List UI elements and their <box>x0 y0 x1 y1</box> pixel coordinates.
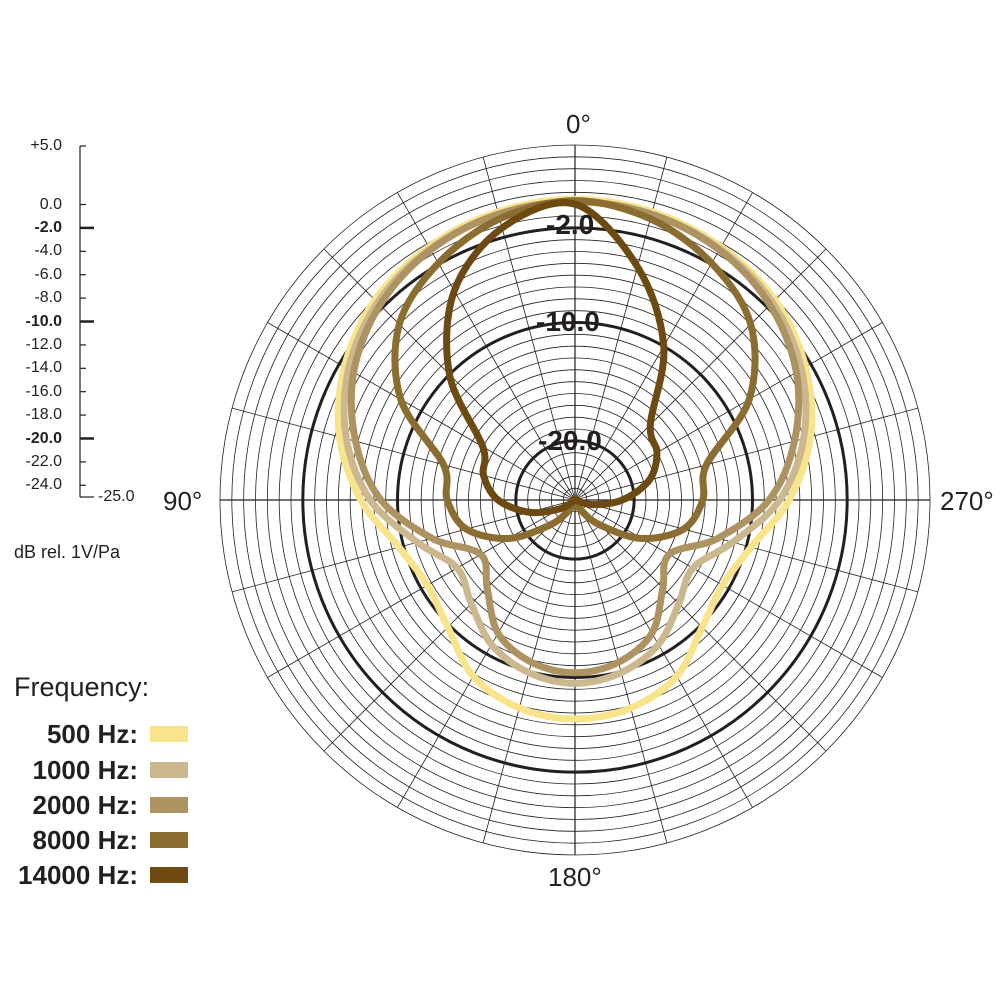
legend-label: 500 Hz: <box>46 719 138 749</box>
angle-label-90: 90° <box>163 486 203 516</box>
scale-label: -18.0 <box>25 406 62 424</box>
legend-title: Frequency: <box>14 672 150 702</box>
scale-label: 0.0 <box>39 195 62 213</box>
legend-label: 14000 Hz: <box>18 860 138 890</box>
legend-item-2000hz: 2000 Hz: <box>0 788 190 822</box>
scale-label: -22.0 <box>25 452 62 470</box>
angle-label-270: 270° <box>940 486 994 516</box>
scale-label: +5.0 <box>30 137 62 154</box>
ring-label-minus-10: -10.0 <box>536 306 600 337</box>
series-2000-hz <box>347 198 803 677</box>
grid-spoke <box>574 407 919 501</box>
polar-series-group <box>334 195 816 723</box>
scale-label: -8.0 <box>34 289 62 307</box>
legend-label: 1000 Hz: <box>32 755 139 785</box>
legend-swatch <box>150 762 188 778</box>
grid-spoke <box>574 248 827 501</box>
scale-label: -6.0 <box>34 265 62 283</box>
grid-spoke <box>574 499 753 808</box>
angle-label-0: 0° <box>566 109 591 139</box>
legend-label: 8000 Hz: <box>32 825 139 855</box>
legend-swatch <box>150 867 188 883</box>
grid-spoke <box>267 499 576 678</box>
series-1000-hz <box>340 198 810 687</box>
scale-label: -16.0 <box>25 382 62 400</box>
grid-spoke <box>397 499 576 808</box>
scale-label: -2.0 <box>34 218 62 236</box>
db-scale-axis <box>79 145 94 498</box>
scale-label: -24.0 <box>25 476 62 494</box>
scale-label: -10.0 <box>25 312 62 330</box>
legend-swatch <box>150 832 188 848</box>
legend-label: 2000 Hz: <box>32 790 139 820</box>
grid-spoke <box>231 499 576 593</box>
series-500-hz <box>334 195 816 723</box>
grid-spoke <box>574 499 919 593</box>
legend-item-8000hz: 8000 Hz: <box>0 823 190 857</box>
grid-spoke <box>574 499 883 678</box>
grid-spoke <box>267 322 576 501</box>
legend-swatch <box>150 726 188 742</box>
ring-label-minus-2: -2.0 <box>546 209 595 240</box>
series-14000-hz <box>443 199 668 517</box>
db-unit-label: dB rel. 1V/Pa <box>14 542 121 562</box>
scale-label: -4.0 <box>34 242 62 260</box>
legend-swatch <box>150 797 188 813</box>
angle-label-180: 180° <box>548 862 602 892</box>
grid-spoke <box>574 322 883 501</box>
scale-label: -14.0 <box>25 359 62 377</box>
scale-label: -20.0 <box>25 429 62 447</box>
grid-spoke <box>397 192 576 501</box>
legend-item-14000hz: 14000 Hz: <box>0 858 190 892</box>
ring-label-minus-20: -20.0 <box>538 425 602 456</box>
legend-item-500hz: 500 Hz: <box>0 717 190 751</box>
legend-item-1000hz: 1000 Hz: <box>0 753 190 787</box>
db-scale-min-label: -25.0 <box>98 488 135 505</box>
scale-label: -12.0 <box>25 335 62 353</box>
grid-spoke <box>231 407 576 501</box>
